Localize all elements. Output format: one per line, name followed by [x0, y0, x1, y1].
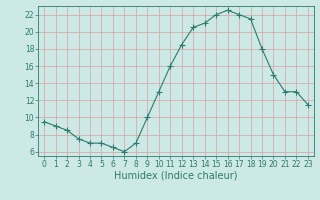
X-axis label: Humidex (Indice chaleur): Humidex (Indice chaleur) — [114, 171, 238, 181]
